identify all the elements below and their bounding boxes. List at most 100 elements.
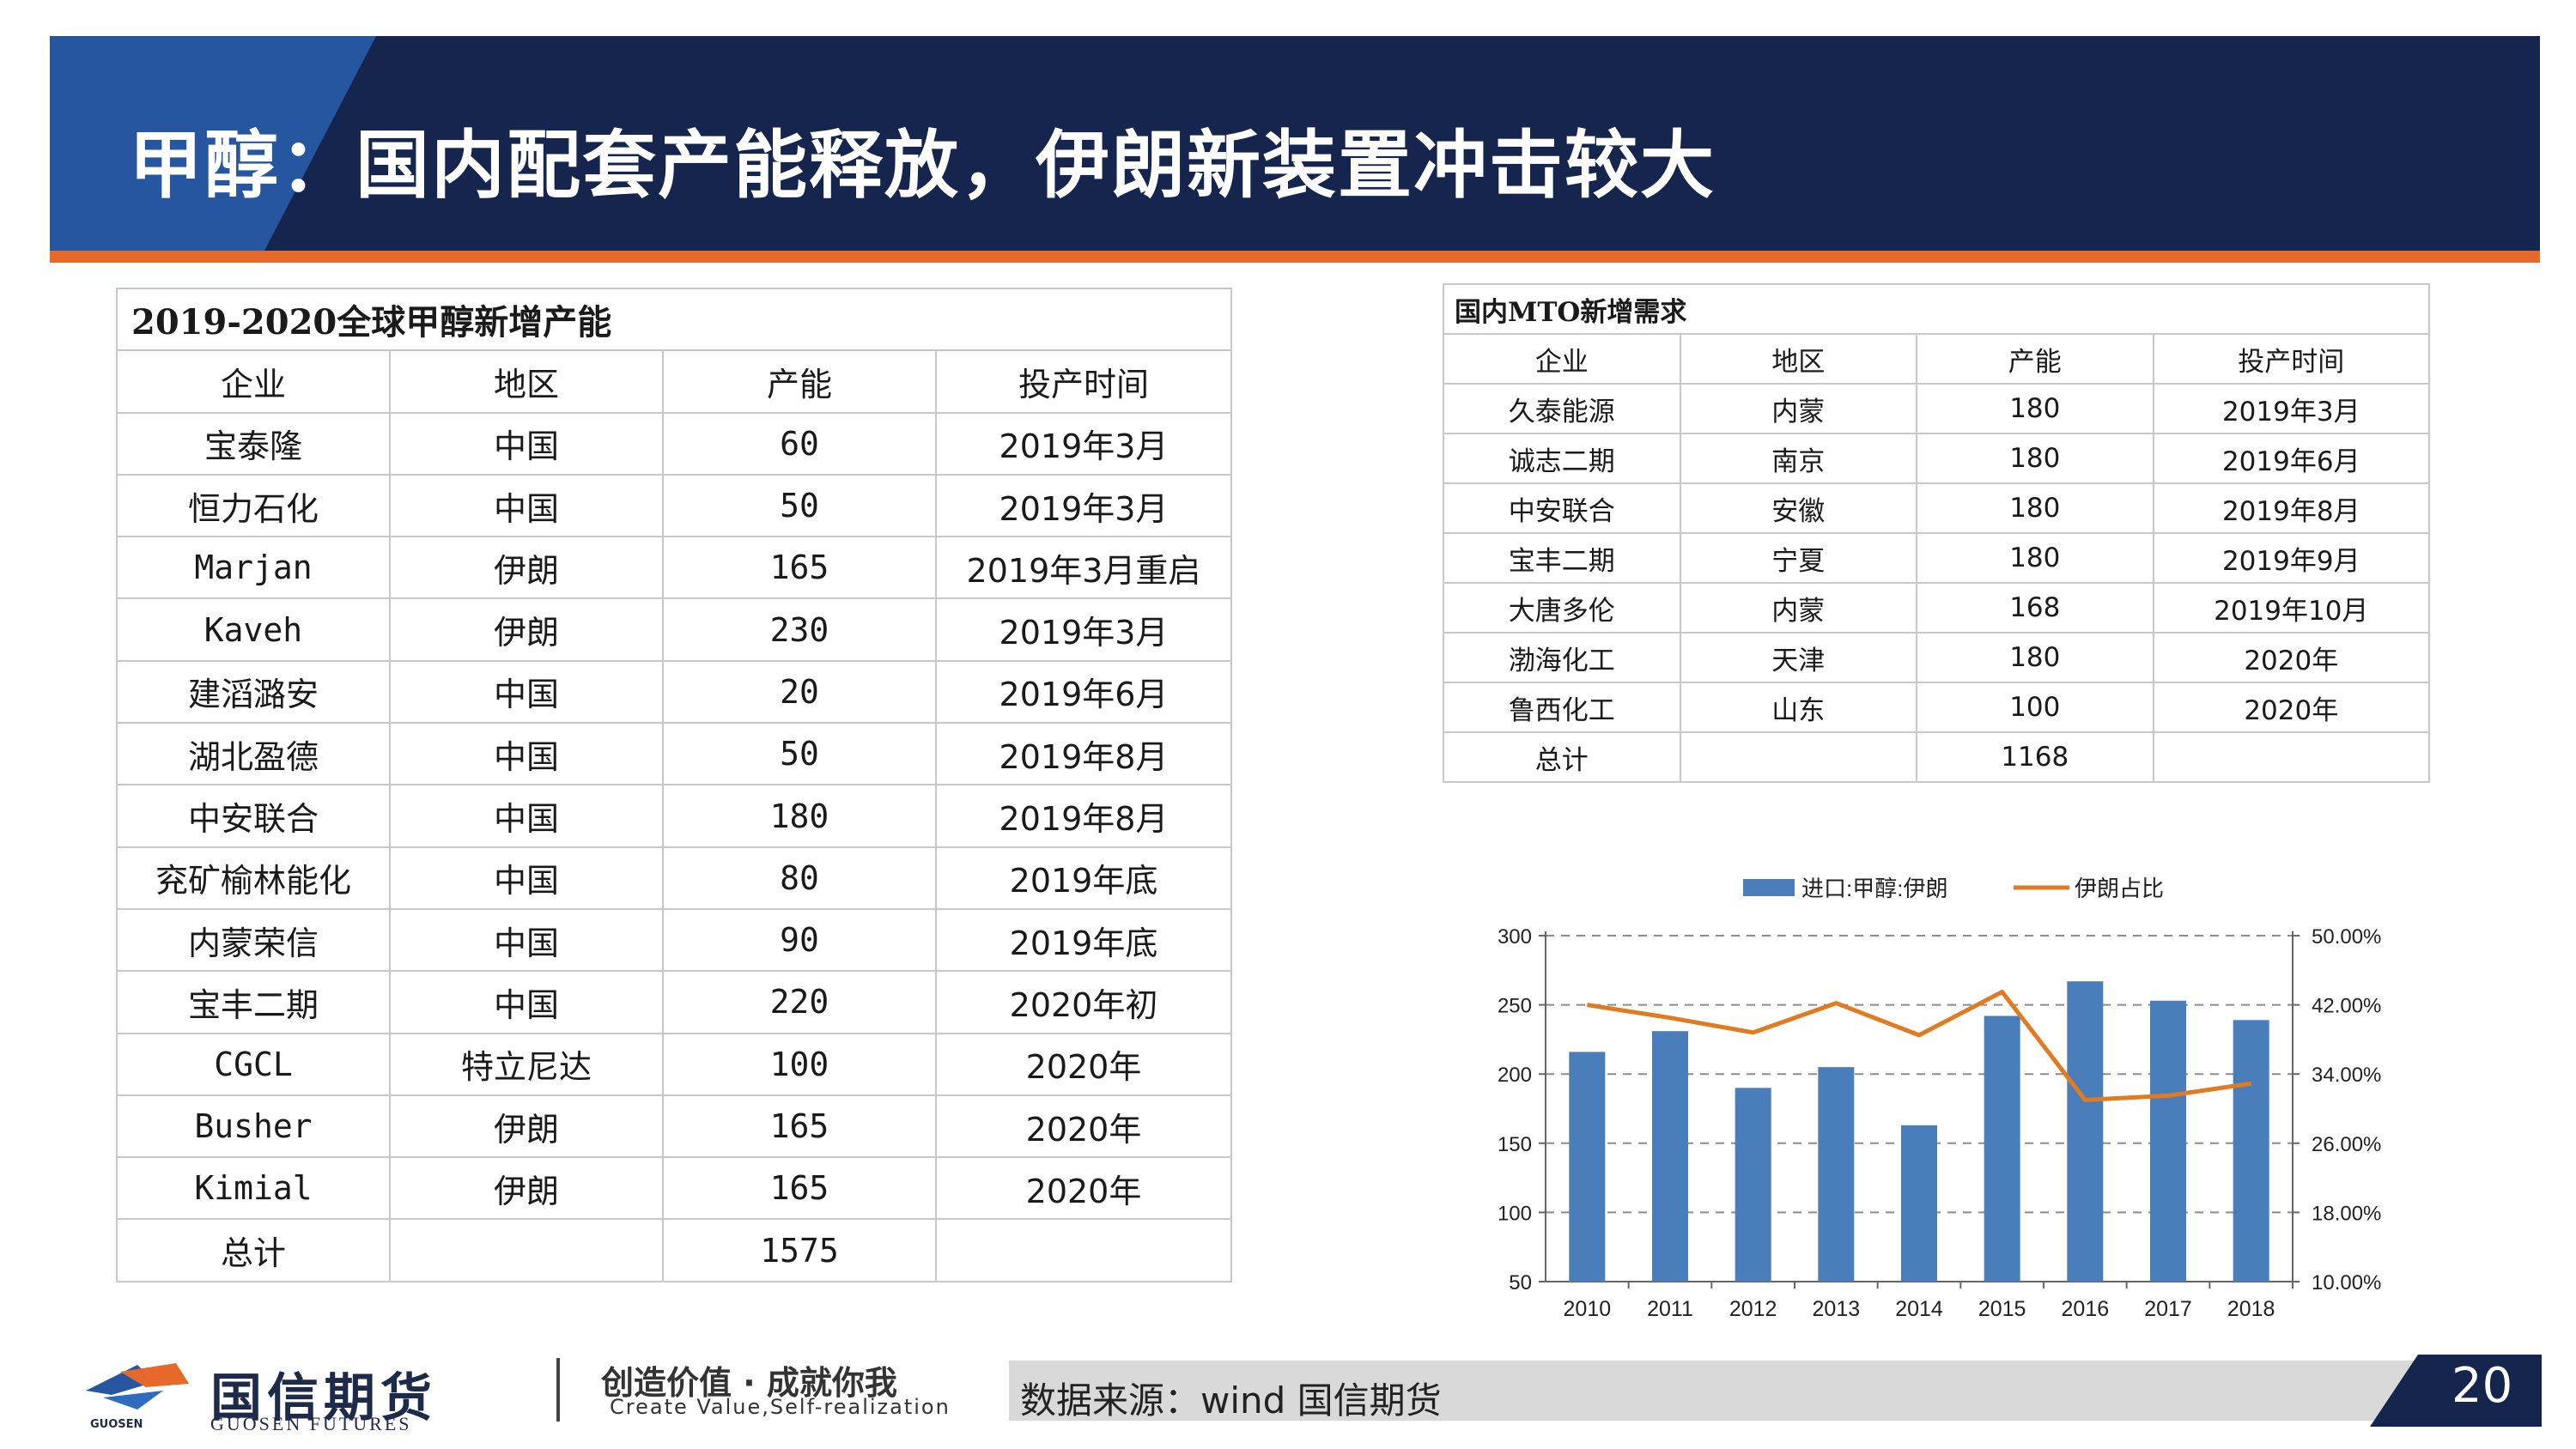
source-bar bbox=[1009, 1361, 2451, 1421]
bar bbox=[1818, 1067, 1855, 1282]
banner-accent-slant bbox=[264, 36, 376, 251]
logo-mark-icon bbox=[86, 1363, 189, 1410]
y-tick-label: 250 bbox=[1498, 995, 1532, 1018]
table-cell: 2020年初 bbox=[935, 970, 1232, 1034]
table-row: Kaveh 伊朗 230 2019年3月 bbox=[116, 597, 1232, 662]
y2-tick-label: 26.00% bbox=[2312, 1133, 2381, 1156]
logo-text-small: GUOSEN bbox=[90, 1418, 143, 1431]
table-cell: 180 bbox=[662, 784, 937, 848]
table-cell: CGCL bbox=[116, 1032, 391, 1096]
y2-tick-label: 34.00% bbox=[2312, 1064, 2381, 1087]
table-cell: 2019年底 bbox=[935, 907, 1232, 973]
page-title: 甲醇：国内配套产能释放，伊朗新装置冲击较大 bbox=[129, 123, 1716, 209]
table-row: 宝丰二期 宁夏 180 2019年9月 bbox=[1443, 532, 2431, 584]
series-line bbox=[1586, 989, 2252, 1102]
table-row: 宝泰隆 中国 60 2019年3月 bbox=[116, 411, 1232, 476]
table-cell: 山东 bbox=[1679, 682, 1918, 733]
table-cell: 鲁西化工 bbox=[1443, 682, 1681, 733]
table-cell: 2020年 bbox=[935, 1032, 1232, 1096]
table-cell: 2019年底 bbox=[935, 846, 1232, 910]
table-cell: 投产时间 bbox=[935, 349, 1232, 414]
table-cell: 100 bbox=[662, 1032, 937, 1096]
table-cell: 2020年 bbox=[935, 1156, 1232, 1221]
table-cell: 80 bbox=[662, 846, 937, 910]
table-cell: 165 bbox=[662, 1094, 937, 1159]
table-cell: 内蒙 bbox=[1679, 383, 1918, 434]
y-tick-label: 50 bbox=[1509, 1271, 1532, 1294]
table-cell: 总计 bbox=[1443, 731, 1681, 783]
table-cell: 大唐多伦 bbox=[1443, 582, 1681, 634]
table-cell: 湖北盈德 bbox=[116, 722, 391, 786]
bar bbox=[1652, 1031, 1688, 1282]
table-cell: 企业 bbox=[116, 349, 391, 414]
footer-divider bbox=[556, 1358, 560, 1422]
table-cell: 宝丰二期 bbox=[1443, 532, 1681, 584]
table-cell: 伊朗 bbox=[389, 536, 664, 600]
table-cell: 伊朗 bbox=[389, 597, 664, 662]
table-row: 中安联合 中国 180 2019年8月 bbox=[116, 784, 1232, 848]
chart-canvas: 300 250 200 150 100 50 50.00% 42.00% 34.00% 26.00… bbox=[1498, 876, 2381, 1321]
bar bbox=[2067, 981, 2104, 1282]
table-header-row: 企业 地区 产能 投产时间 bbox=[1443, 333, 2431, 385]
header-banner: 甲醇：国内配套产能释放，伊朗新装置冲击较大 bbox=[50, 36, 2540, 251]
table-row: 恒力石化 中国 50 2019年3月 bbox=[116, 473, 1232, 538]
table-cell: 180 bbox=[1916, 482, 2154, 534]
table-cell: Kimial bbox=[116, 1156, 391, 1221]
table-cell: 伊朗 bbox=[389, 1094, 664, 1159]
table-cell: 久泰能源 bbox=[1443, 383, 1681, 434]
global-capacity-table: 2019-2020全球甲醇新增产能 企业 地区 产能 投产时间 宝泰隆 中国 60 2019年… bbox=[116, 287, 1232, 1282]
x-tick-label: 2015 bbox=[1978, 1297, 2026, 1321]
logo-text-cn: 国信期货 bbox=[210, 1368, 437, 1428]
table-cell: 165 bbox=[662, 536, 937, 600]
table-cell: 2019年3月 bbox=[935, 473, 1232, 538]
table-cell bbox=[935, 1218, 1232, 1282]
table-cell: 中国 bbox=[389, 473, 664, 538]
x-tick-label: 2013 bbox=[1813, 1297, 1861, 1321]
table-total-row: 总计 1575 bbox=[116, 1218, 1232, 1282]
table-cell: 建滔潞安 bbox=[116, 659, 391, 724]
table-cell: 2019年6月 bbox=[935, 659, 1232, 724]
y-tick-label: 100 bbox=[1498, 1202, 1532, 1225]
y-tick-label: 300 bbox=[1498, 925, 1532, 949]
table-row: CGCL 特立尼达 100 2020年 bbox=[116, 1032, 1232, 1096]
table-cell: 产能 bbox=[1916, 333, 2154, 385]
table-cell: 伊朗 bbox=[389, 1156, 664, 1221]
table-cell: 兖矿榆林能化 bbox=[116, 846, 391, 910]
table-cell: 中国 bbox=[389, 846, 664, 910]
table-cell: 中国 bbox=[389, 659, 664, 724]
bar bbox=[1901, 1125, 1937, 1282]
table-cell: 渤海化工 bbox=[1443, 632, 1681, 683]
table-cell: 180 bbox=[1916, 632, 2154, 683]
table-cell: 2019年6月 bbox=[2152, 433, 2431, 484]
table-cell: 2020年 bbox=[2152, 682, 2431, 733]
table-cell: 特立尼达 bbox=[389, 1032, 664, 1096]
bar bbox=[1569, 1052, 1606, 1282]
table-cell: 20 bbox=[662, 659, 937, 724]
legend-swatch-bar bbox=[1743, 879, 1795, 896]
y2-tick-label: 50.00% bbox=[2312, 925, 2381, 949]
table-cell: 总计 bbox=[116, 1218, 391, 1282]
table-cell: 南京 bbox=[1679, 433, 1918, 484]
table-cell: 2019年8月 bbox=[935, 722, 1232, 786]
table-cell: 60 bbox=[662, 411, 937, 476]
table-row: 渤海化工 天津 180 2020年 bbox=[1443, 632, 2431, 683]
table-header-row: 企业 地区 产能 投产时间 bbox=[116, 349, 1232, 414]
table-cell: 企业 bbox=[1443, 333, 1681, 385]
table-row: Kimial 伊朗 165 2020年 bbox=[116, 1156, 1232, 1221]
data-source: 数据来源：wind 国信期货 bbox=[1020, 1379, 1442, 1422]
table-row: 建滔潞安 中国 20 2019年6月 bbox=[116, 659, 1232, 724]
table-row: 中安联合 安徽 180 2019年8月 bbox=[1443, 482, 2431, 534]
table-cell: 165 bbox=[662, 1156, 937, 1221]
table-cell bbox=[2152, 731, 2431, 783]
table-cell: 安徽 bbox=[1679, 482, 1918, 534]
table-cell: 恒力石化 bbox=[116, 473, 391, 538]
table-cell: 180 bbox=[1916, 383, 2154, 434]
bar bbox=[1735, 1088, 1771, 1282]
slogan-cn: 创造价值 · 成就你我 bbox=[601, 1364, 897, 1402]
table-cell: 90 bbox=[662, 907, 937, 973]
table-cell: 1575 bbox=[662, 1218, 937, 1282]
company-logo: 国信期货 GUOSEN FUTURES GUOSEN bbox=[86, 1356, 567, 1434]
logo-text-en: GUOSEN FUTURES bbox=[210, 1413, 412, 1434]
table-cell: 180 bbox=[1916, 433, 2154, 484]
table-cell: 宝泰隆 bbox=[116, 411, 391, 476]
